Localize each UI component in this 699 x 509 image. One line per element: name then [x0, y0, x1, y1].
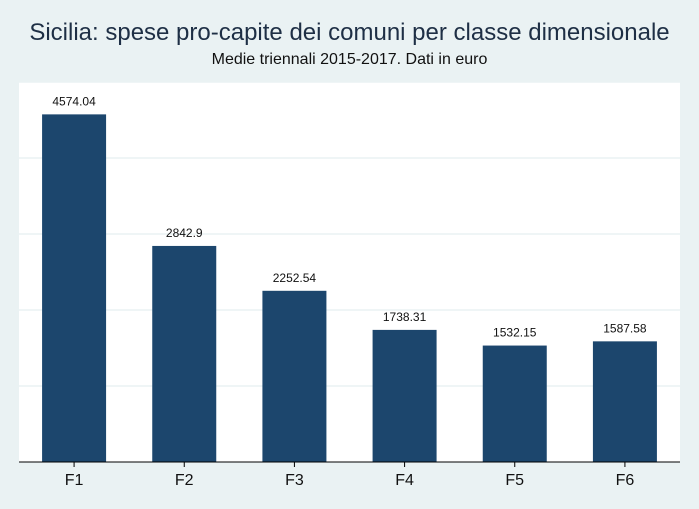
data-label-f3: 2252.54: [273, 271, 317, 285]
data-label-f1: 4574.04: [52, 94, 96, 108]
x-tick-label-f5: F5: [505, 472, 524, 489]
x-tick-label-f1: F1: [65, 472, 84, 489]
chart-title: Sicilia: spese pro-capite dei comuni per…: [29, 19, 670, 46]
x-tick-label-f4: F4: [395, 472, 414, 489]
x-tick-label-f6: F6: [616, 472, 635, 489]
bar-f1: [42, 114, 107, 463]
data-label-f6: 1587.58: [603, 321, 647, 335]
bar-f4: [372, 329, 437, 462]
bar-f2: [152, 245, 217, 462]
bar-f6: [592, 341, 657, 462]
x-tick-label-f2: F2: [175, 472, 194, 489]
bar-f5: [482, 345, 547, 462]
bar-f3: [262, 290, 327, 462]
data-label-f2: 2842.9: [166, 226, 203, 240]
plot-area: [19, 82, 680, 462]
x-tick-label-f3: F3: [285, 472, 304, 489]
data-label-f5: 1532.15: [493, 326, 537, 340]
chart-subtitle: Medie triennali 2015-2017. Dati in euro: [211, 51, 488, 68]
data-label-f4: 1738.31: [383, 310, 427, 324]
